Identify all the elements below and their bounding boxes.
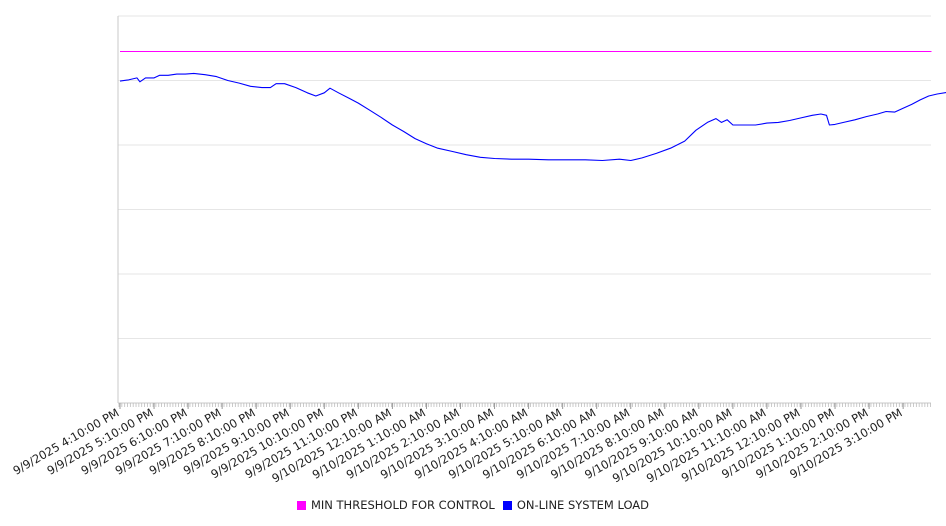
legend-label: MIN THRESHOLD FOR CONTROL [310, 498, 495, 512]
legend-swatch [296, 500, 306, 510]
legend-label: ON-LINE SYSTEM LOAD [516, 498, 650, 512]
legend-item[interactable]: MIN THRESHOLD FOR CONTROL [296, 498, 495, 512]
x-axis-tick-labels: 9/9/2025 4:10:00 PM9/9/2025 5:10:00 PM9/… [10, 403, 905, 485]
legend-swatch [502, 500, 512, 510]
gridlines [118, 15, 931, 404]
x-axis-minor-ticks [118, 403, 931, 407]
legend-item[interactable]: ON-LINE SYSTEM LOAD [502, 498, 650, 512]
series-line-on-line-system-load [119, 72, 946, 162]
legend: MIN THRESHOLD FOR CONTROL ON-LINE SYSTEM … [0, 498, 946, 513]
series-lines [119, 50, 946, 162]
